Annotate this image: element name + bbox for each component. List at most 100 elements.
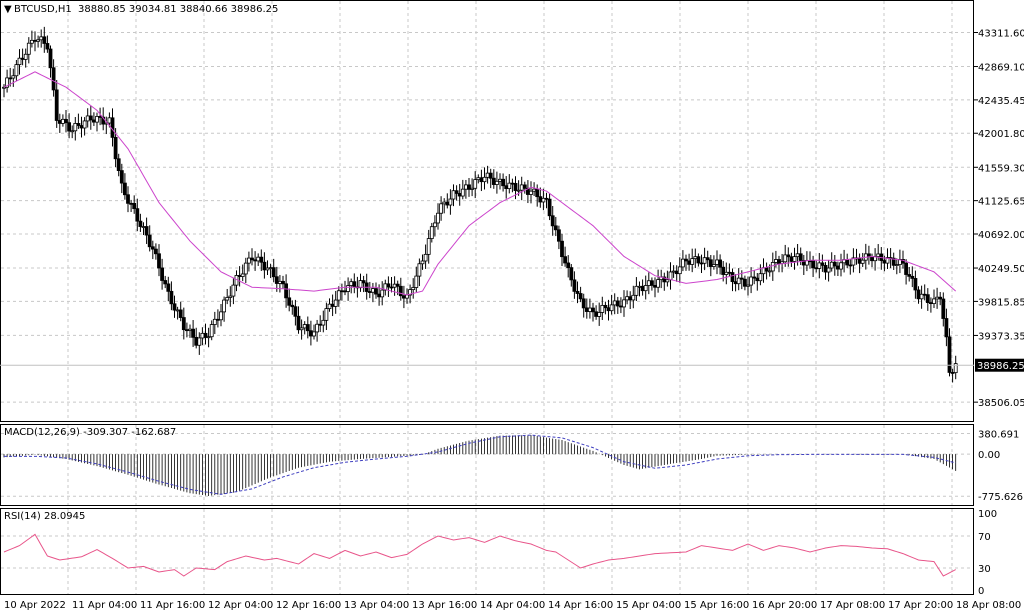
candle-body (129, 202, 134, 205)
price-tick-label: 42001.80 (978, 129, 1024, 140)
candle-body (910, 275, 915, 279)
candle-body (764, 267, 769, 272)
candle-body (529, 190, 533, 195)
candle-body (76, 123, 81, 126)
candle-body (17, 57, 22, 66)
candle-body (299, 327, 304, 331)
candle-body (14, 64, 19, 77)
candle-body (749, 276, 753, 286)
candle-body (85, 115, 90, 122)
candle-body (860, 259, 865, 264)
candle-body (947, 336, 952, 373)
candle-body (746, 284, 750, 287)
candle-body (367, 291, 372, 293)
candle-body (535, 188, 540, 198)
candle-body (333, 299, 338, 307)
time-axis-label: 11 Apr 16:00 (140, 600, 205, 611)
candle-body (48, 48, 53, 69)
candle-body (885, 257, 890, 264)
candle-body (39, 36, 44, 41)
candle-body (61, 118, 65, 124)
candle-body (420, 260, 425, 265)
time-axis-label: 14 Apr 04:00 (480, 600, 545, 611)
candle-body (92, 119, 96, 123)
candle-body (219, 311, 223, 321)
candle-body (42, 36, 47, 44)
candle-body (457, 193, 462, 197)
candle-body (538, 196, 543, 203)
candle-body (315, 323, 320, 333)
candle-body (98, 116, 102, 118)
candle-body (442, 201, 447, 205)
candle-body (243, 262, 248, 275)
candle-body (789, 256, 794, 262)
candle-body (287, 297, 292, 306)
candle-body (553, 225, 558, 231)
price-tick-label: 39815.85 (978, 297, 1024, 308)
candle-body (594, 311, 598, 317)
candle-body (578, 293, 583, 300)
candle-body (305, 324, 310, 332)
candle-body (656, 279, 660, 288)
candle-body (733, 281, 738, 285)
candle-body (643, 285, 648, 292)
candle-body (473, 179, 478, 189)
candle-body (832, 261, 837, 267)
candle-body (625, 296, 629, 301)
candle-body (259, 256, 264, 263)
candle-body (628, 296, 633, 301)
candle-body (166, 283, 171, 292)
grid-lines (1, 1, 973, 594)
candle-body (646, 280, 651, 286)
candle-body (274, 276, 279, 284)
candle-body (653, 285, 657, 288)
candle-body (485, 172, 490, 178)
rsi-panel[interactable] (0, 508, 974, 595)
price-panel[interactable] (0, 0, 974, 422)
candle-body (222, 299, 227, 313)
candle-body (302, 324, 307, 329)
candle-body (51, 67, 56, 91)
candle-body (668, 271, 673, 281)
candle-body (752, 276, 757, 279)
candle-body (925, 294, 930, 303)
candle-body (439, 203, 444, 214)
candle-body (699, 262, 704, 265)
candle-body (941, 298, 946, 319)
candle-body (718, 259, 722, 268)
time-axis-label: 15 Apr 04:00 (616, 600, 681, 611)
candle-body (429, 226, 434, 239)
candle-body (370, 288, 375, 293)
candle-body (95, 116, 99, 123)
candle-body (774, 259, 778, 263)
candle-body (795, 253, 800, 258)
candle-body (343, 290, 347, 293)
candle-body (339, 290, 344, 293)
candle-body (696, 256, 701, 264)
candle-body (290, 304, 295, 308)
time-axis-label: 17 Apr 20:00 (888, 600, 953, 611)
candle-body (501, 178, 506, 187)
price-tick-label: 43311.60 (978, 28, 1024, 39)
candle-body (191, 328, 196, 338)
candle-body (336, 290, 341, 301)
candle-body (296, 315, 301, 331)
candle-body (467, 184, 471, 190)
candle-body (352, 281, 357, 288)
candle-body (11, 75, 16, 79)
candle-body (23, 53, 28, 60)
symbol-label: BTCUSD,H1 (14, 4, 72, 15)
candle-body (408, 289, 413, 296)
candle-body (857, 257, 862, 264)
candle-body (411, 287, 416, 291)
price-tick-label: 41125.65 (978, 197, 1024, 208)
candle-body (798, 253, 803, 261)
candle-body (414, 275, 419, 288)
macd-panel[interactable] (0, 424, 974, 506)
candle-body (308, 330, 313, 337)
candle-body (851, 257, 856, 266)
candle-body (123, 182, 127, 196)
candle-body (597, 312, 602, 317)
candle-body (581, 298, 586, 309)
